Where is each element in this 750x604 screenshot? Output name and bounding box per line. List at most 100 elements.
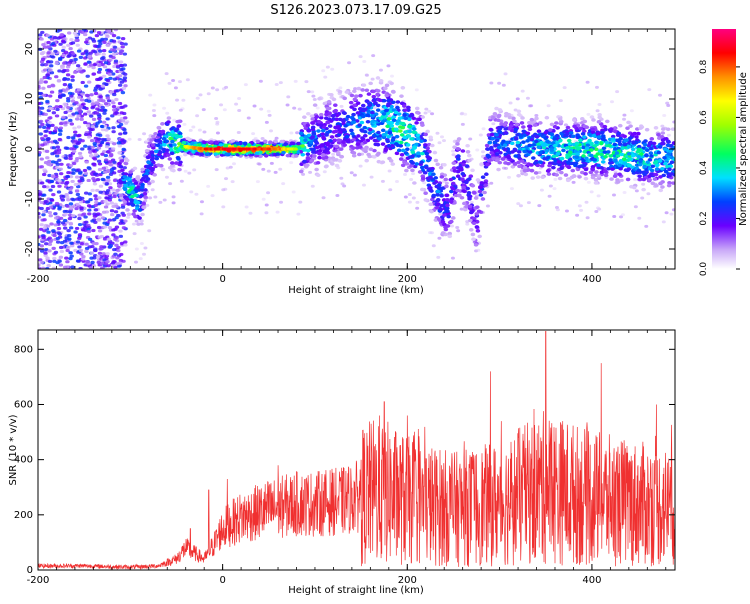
spectrogram-cell [479, 133, 483, 136]
spectrogram-cell [37, 153, 41, 156]
spectrogram-cell [584, 168, 589, 172]
spectrogram-cell [363, 148, 368, 152]
spectrogram-cell [517, 150, 522, 154]
spectrogram-cell [590, 167, 595, 171]
spectrogram-cell [92, 242, 96, 245]
spectrogram-cell [40, 261, 44, 264]
spectrogram-cell [360, 136, 365, 140]
spectrogram-cell [616, 180, 621, 184]
spectrogram-cell [231, 139, 236, 143]
spectrogram-cell [587, 133, 592, 137]
spectrogram-cell [540, 175, 545, 179]
spectrogram-cell [56, 241, 60, 244]
spectrogram-cell [647, 178, 652, 182]
spectrogram-cell [79, 70, 83, 73]
spectrogram-cell [575, 155, 580, 159]
spectrogram-cell [133, 167, 138, 171]
spectrogram-cell [69, 254, 73, 257]
spectrogram-cell [83, 226, 87, 229]
spectrogram-cell [162, 143, 167, 147]
spectrogram-cell [126, 216, 130, 219]
spectrogram-cell [381, 129, 386, 133]
spectrogram-cell [55, 62, 59, 65]
spectrogram-cell [510, 142, 515, 146]
spectrogram-cell [593, 154, 598, 158]
spectrogram-cell [408, 114, 413, 118]
spectrogram-cell [289, 161, 293, 164]
spectrogram-cell [394, 111, 399, 115]
spectrogram-cell [141, 201, 146, 205]
spectrogram-cell [360, 88, 365, 92]
spectrogram-cell [371, 78, 375, 81]
spectrogram-cell [57, 179, 61, 182]
spectrogram-cell [631, 133, 636, 137]
spectrogram-cell [320, 144, 325, 148]
spectrogram-cell [497, 146, 502, 150]
spectrogram-cell [553, 178, 557, 181]
spectrogram-cell [117, 141, 121, 144]
spectrogram-cell [621, 213, 625, 216]
spectrogram-cell [533, 161, 538, 165]
spectrogram-cell [84, 99, 88, 102]
spectrogram-cell [112, 248, 116, 251]
spectrogram-cell [93, 247, 97, 250]
spectrogram-cell [325, 143, 330, 147]
spectrogram-cell [136, 222, 141, 226]
spectrogram-cell [42, 168, 46, 171]
spectrogram-cell [247, 116, 251, 119]
spectrogram-cell [627, 145, 632, 149]
spectrogram-cell [563, 134, 568, 138]
spectrogram-x-tick-label: 400 [582, 274, 601, 285]
spectrogram-cell [121, 91, 125, 94]
spectrogram-cell [487, 141, 492, 145]
spectrogram-cell [48, 260, 52, 263]
spectrogram-cell [37, 216, 41, 219]
spectrogram-cell [56, 220, 60, 223]
spectrogram-cell [79, 118, 83, 121]
spectrogram-cell [196, 97, 200, 100]
spectrogram-cell [608, 158, 613, 162]
spectrogram-cell [594, 141, 599, 145]
spectrogram-cell [303, 138, 308, 142]
spectrogram-cell [425, 146, 430, 150]
spectrogram-cell [310, 117, 315, 121]
spectrogram-cell [165, 176, 169, 179]
spectrogram-cell [100, 38, 104, 41]
spectrogram-cell [118, 84, 122, 87]
spectrogram-cell [654, 126, 659, 130]
spectrogram-cell [319, 113, 324, 117]
spectrogram-cell [55, 108, 59, 111]
spectrogram-cell [192, 168, 196, 171]
spectrogram-cell [63, 111, 67, 114]
spectrogram-cell [90, 251, 94, 254]
spectrogram-cell [294, 154, 299, 158]
spectrogram-cell [387, 144, 392, 148]
spectrogram-cell [575, 214, 579, 217]
spectrogram-cell [84, 50, 88, 53]
spectrogram-cell [626, 178, 631, 182]
spectrogram-cell [637, 217, 641, 220]
spectrogram-cell [379, 79, 384, 83]
spectrogram-cell [542, 157, 547, 161]
spectrogram-cell [399, 157, 404, 161]
spectrogram-cell [586, 216, 590, 219]
spectrogram-cell [569, 161, 574, 165]
spectrogram-cell [111, 56, 115, 59]
spectrogram-cell [76, 168, 80, 171]
spectrogram-cell [84, 41, 88, 44]
spectrogram-cell [162, 137, 167, 141]
spectrogram-cell [75, 117, 79, 120]
spectrogram-cell [80, 242, 84, 245]
spectrogram-cell [431, 172, 436, 176]
spectrogram-cell [389, 124, 394, 128]
spectrogram-cell [534, 171, 539, 175]
spectrogram-cell [379, 69, 383, 72]
spectrogram-cell [649, 137, 654, 141]
spectrogram-cell [90, 189, 94, 192]
spectrogram-cell [57, 79, 61, 82]
spectrogram-cell [623, 143, 628, 147]
spectrogram-cell [119, 165, 124, 169]
spectrogram-x-tick-label: 0 [219, 274, 225, 285]
spectrogram-cell [321, 129, 326, 133]
spectrogram-cell [96, 212, 100, 215]
